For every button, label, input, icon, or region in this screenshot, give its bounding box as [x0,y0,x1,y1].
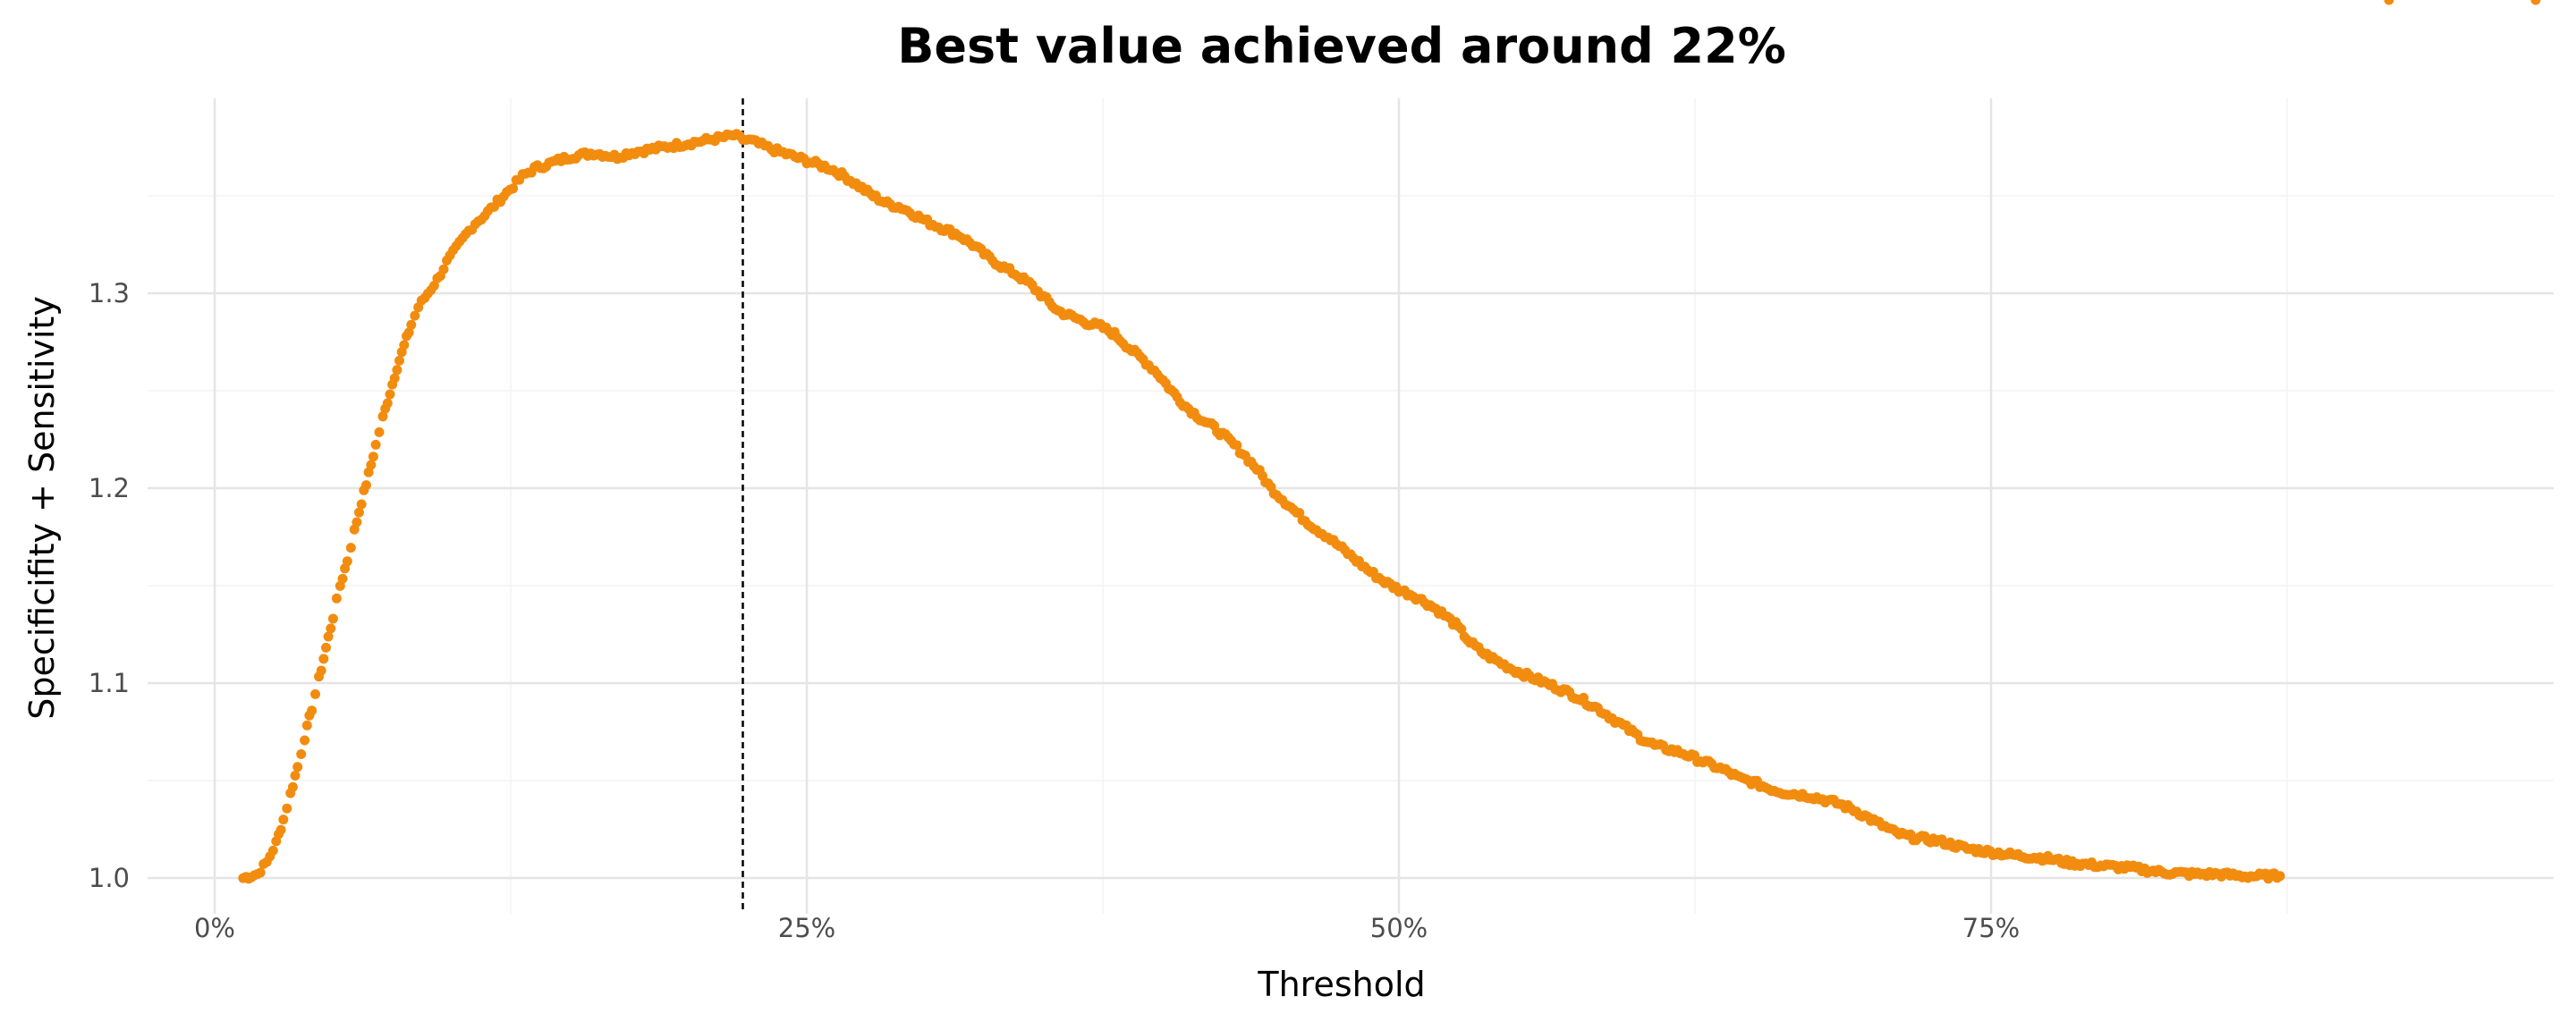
data-point [307,705,318,716]
data-point [399,340,410,350]
data-point [296,749,307,759]
data-point [255,867,266,878]
data-point [282,803,292,814]
data-point [361,480,371,491]
data-point [1232,440,1242,451]
y-axis-title: Specificifity + Sensitivity [22,296,62,720]
data-point [345,543,356,553]
data-point [356,499,367,510]
x-tick-label: 0% [194,913,235,943]
y-axis-ticks: 1.0 1.1 1.2 1.3 [89,278,130,893]
y-tick-label: 1.1 [89,668,130,698]
data-point [377,411,388,422]
data-point [310,688,320,699]
x-tick-label: 25% [778,913,835,943]
data-point [370,439,381,450]
data-point [321,642,331,653]
data-point [287,781,298,792]
x-tick-label: 75% [1962,913,2020,943]
data-point [403,327,414,338]
x-tick-label: 50% [1370,913,1428,943]
data-point [382,398,393,409]
data-point [318,654,329,664]
data-point [508,183,519,194]
y-tick-label: 1.2 [89,473,130,503]
data-point [323,631,334,642]
data-point [410,310,420,321]
data-point [267,845,278,856]
data-point [316,665,326,676]
data-point [374,426,385,437]
data-point [337,573,348,584]
data-point [290,771,301,781]
data-point [301,720,312,730]
data-points [238,0,2541,884]
chart-title: Best value achieved around 22% [897,18,1786,74]
data-point [368,452,378,462]
data-point [342,556,352,567]
x-axis-ticks: 0% 25% 50% 75% [194,913,2020,943]
data-point [392,365,402,376]
data-point [406,319,417,330]
data-point [389,373,400,384]
y-tick-label: 1.0 [89,863,130,893]
data-point [438,264,449,274]
data-point [385,389,395,400]
data-point [394,355,404,366]
data-point [326,623,336,634]
data-point [352,517,362,528]
data-point [278,815,289,825]
x-axis-title: Threshold [1257,965,1425,1004]
data-point [2275,871,2285,882]
data-point [292,762,303,772]
data-point [428,281,439,291]
data-point [331,593,342,604]
chart-grid [148,98,2554,914]
data-point [300,735,310,746]
data-point [366,460,377,470]
data-point [354,507,364,518]
data-point [2384,0,2394,5]
y-tick-label: 1.3 [89,278,130,308]
data-point [327,613,338,624]
data-point [275,824,286,835]
data-point [1456,624,1467,635]
data-point [2530,0,2541,5]
